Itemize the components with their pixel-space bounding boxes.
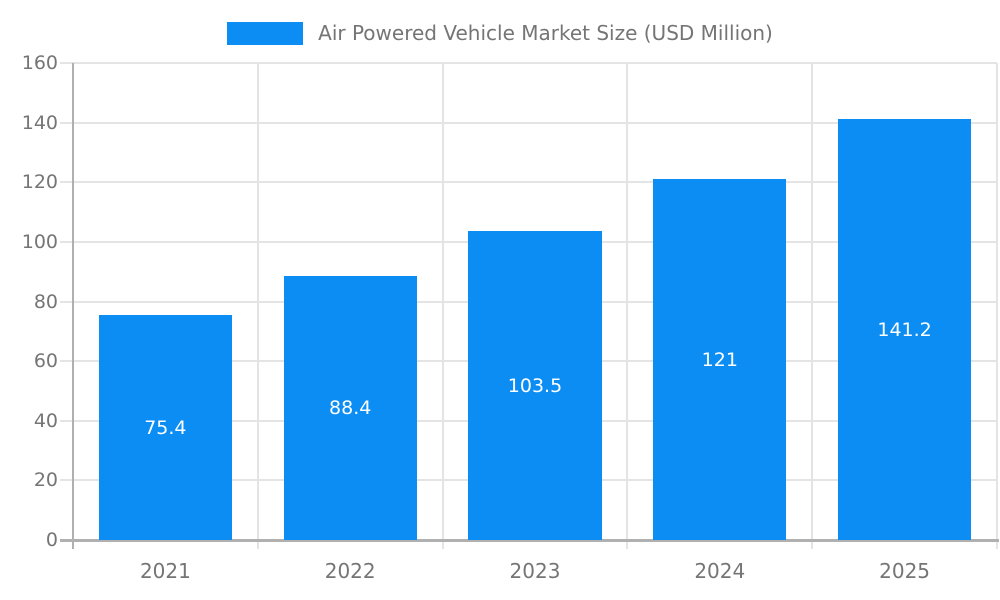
gridline-v	[441, 63, 444, 540]
x-tick	[441, 542, 444, 549]
chart-legend[interactable]: Air Powered Vehicle Market Size (USD Mil…	[0, 20, 1000, 46]
bar-value-label: 121	[701, 348, 738, 371]
legend-label: Air Powered Vehicle Market Size (USD Mil…	[318, 21, 773, 45]
y-tick	[60, 479, 73, 482]
gridline-v	[996, 63, 998, 540]
gridline-h	[73, 181, 997, 184]
gridline-h	[73, 121, 997, 124]
bar[interactable]	[98, 315, 232, 540]
gridline-v	[256, 63, 259, 540]
y-tick	[60, 300, 73, 303]
y-tick-label: 80	[33, 290, 58, 313]
bar[interactable]	[283, 276, 417, 540]
bar-value-label: 103.5	[507, 374, 563, 397]
gridline-v	[811, 63, 814, 540]
y-tick	[60, 360, 73, 363]
y-tick	[60, 181, 73, 184]
y-tick	[60, 62, 73, 64]
y-tick-label: 20	[33, 469, 58, 492]
legend-swatch	[227, 21, 304, 45]
x-tick	[811, 542, 814, 549]
x-tick-label: 2025	[879, 559, 931, 583]
bar[interactable]	[838, 119, 972, 540]
x-tick-label: 2023	[509, 559, 561, 583]
x-axis-line	[60, 539, 999, 542]
x-tick	[626, 542, 629, 549]
x-tick-label: 2024	[694, 559, 746, 583]
x-tick	[996, 542, 998, 549]
bar-value-label: 141.2	[877, 318, 932, 341]
y-tick-label: 40	[33, 409, 58, 432]
y-tick-label: 0	[45, 529, 58, 551]
x-tick-label: 2022	[324, 559, 376, 583]
y-tick-label: 60	[33, 350, 58, 373]
bar[interactable]	[653, 179, 787, 540]
bar-value-label: 88.4	[329, 397, 372, 420]
y-tick-label: 160	[21, 52, 58, 74]
gridline-v	[626, 63, 629, 540]
bar-value-label: 75.4	[144, 416, 187, 439]
x-tick	[256, 542, 259, 549]
y-tick-label: 140	[21, 111, 58, 134]
bar[interactable]	[468, 231, 602, 540]
y-tick-label: 120	[21, 171, 58, 194]
gridline-h	[73, 62, 997, 64]
x-tick-label: 2021	[139, 559, 191, 583]
y-tick	[60, 240, 73, 243]
y-axis-line	[72, 63, 74, 549]
y-tick-label: 100	[21, 230, 58, 253]
y-tick	[60, 121, 73, 124]
y-tick	[60, 419, 73, 422]
